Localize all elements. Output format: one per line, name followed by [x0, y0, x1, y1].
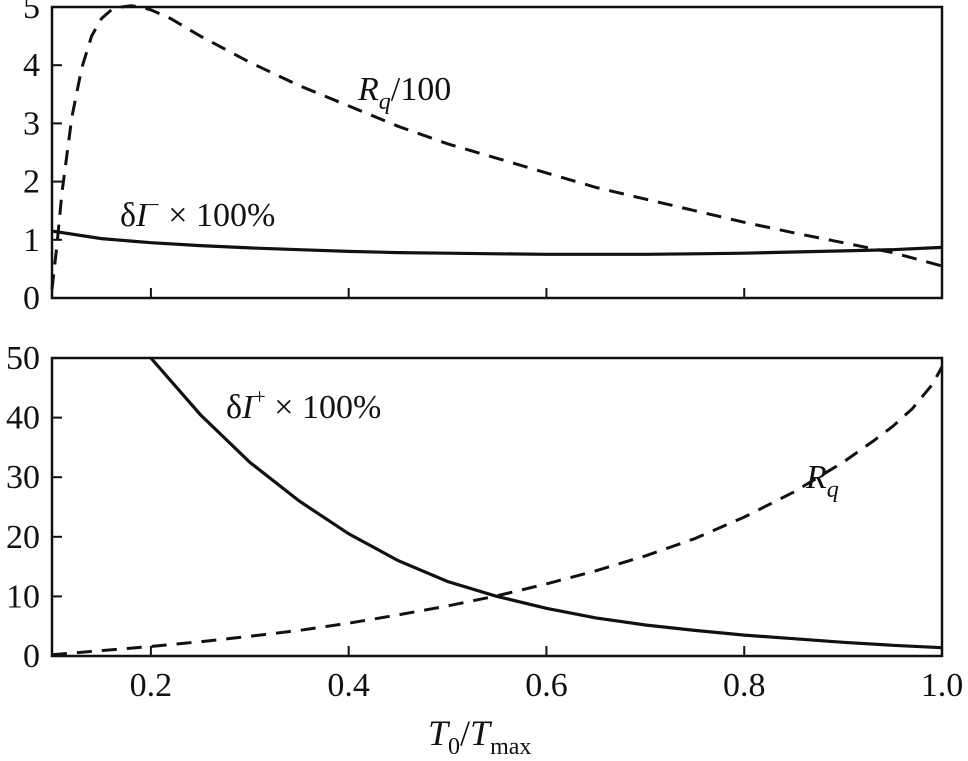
bottom-series-dI-line	[149, 356, 943, 650]
top-y-tick-label: 3	[23, 105, 40, 142]
top-series-group	[50, 4, 943, 290]
top-y-tick-label: 4	[23, 47, 40, 84]
bottom-panel-frame	[50, 356, 944, 658]
bottom-y-axis: 0 10 20 30 40 50	[6, 340, 62, 675]
x-tick-label: 0.6	[525, 667, 568, 704]
bottom-panel: 0 10 20 30 40 50 0.2 0.4 0.6 0.8 1.0 δI+ × 100% R…	[6, 340, 963, 760]
x-tick-label: 0.8	[723, 667, 766, 704]
annotation-Rq: Rq	[805, 459, 839, 503]
x-tick-label: 0.2	[130, 667, 173, 704]
bottom-y-tick-label: 30	[6, 459, 40, 496]
top-y-axis: 0 1 2 3 4 5	[23, 0, 62, 317]
top-y-tick-label: 1	[23, 222, 40, 259]
top-y-tick-label: 0	[23, 280, 40, 317]
bottom-y-tick-label: 10	[6, 578, 40, 615]
top-series-dI-line	[51, 229, 943, 256]
x-tick-label: 1.0	[921, 667, 964, 704]
top-series-Rq-line	[50, 4, 943, 290]
x-tick-label: 0.4	[327, 667, 370, 704]
annotation-dI-plus: δI+ × 100%	[226, 384, 381, 426]
bottom-y-tick-label: 50	[6, 340, 40, 377]
top-panel: 0 1 2 3 4 5 δI− × 100% Rq/100	[23, 0, 944, 317]
top-panel-frame	[50, 5, 944, 300]
bottom-y-tick-label: 20	[6, 519, 40, 556]
bottom-y-tick-label: 0	[23, 638, 40, 675]
top-y-tick-label: 5	[23, 0, 40, 26]
annotation-Rq-over-100: Rq/100	[357, 71, 451, 115]
bottom-series-group	[51, 356, 944, 657]
top-y-tick-label: 2	[23, 164, 40, 201]
bottom-x-axis: 0.2 0.4 0.6 0.8 1.0	[130, 646, 964, 704]
x-axis-title: T0/Tmax	[428, 713, 531, 760]
bottom-series-Rq-line	[51, 366, 944, 657]
annotation-dI-minus: δI− × 100%	[120, 192, 275, 234]
bottom-y-tick-label: 40	[6, 400, 40, 437]
top-x-ticks	[149, 288, 746, 298]
